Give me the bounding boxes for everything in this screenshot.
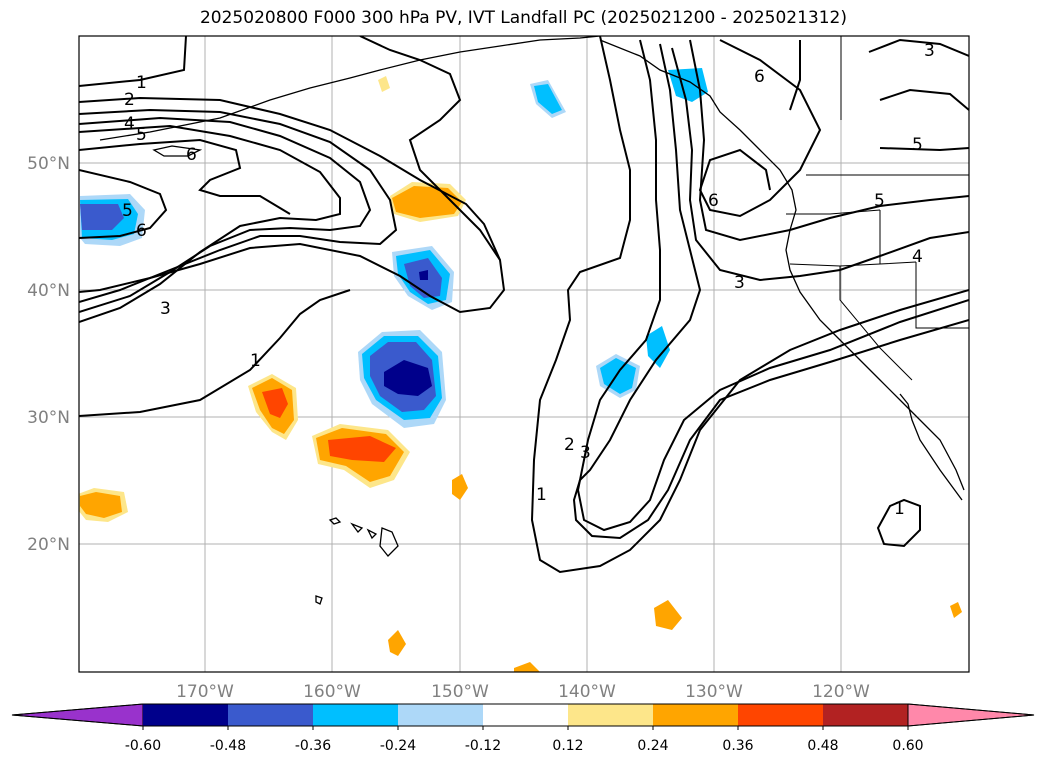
ivt-contours — [79, 36, 969, 574]
contour-label: 3 — [160, 299, 171, 319]
pv-positive-region — [654, 600, 682, 630]
contour-label: 4 — [124, 114, 135, 134]
contour-label: 5 — [912, 135, 923, 155]
contour-label: 5 — [122, 201, 133, 221]
colorbar-segment — [738, 704, 823, 726]
contour-label: 1 — [536, 485, 547, 505]
contour-label: 6 — [136, 221, 147, 241]
pv-positive-region — [950, 602, 962, 618]
contour-label: 6 — [754, 67, 765, 87]
colorbar-segment — [228, 704, 313, 726]
contour-label: 4 — [912, 247, 923, 267]
contour-label-group: 1 2 4 5 6 5 6 3 1 6 6 5 3 4 3 5 2 3 1 1 — [122, 41, 935, 519]
colorbar-extend-min — [11, 703, 144, 727]
colorbar-tick-label: 0.12 — [552, 738, 583, 754]
colorbar-segment — [483, 704, 568, 726]
map-gridlines — [79, 36, 969, 672]
colorbar-segment — [823, 704, 908, 726]
pv-positive-region — [80, 492, 122, 518]
pv-positive-region — [388, 630, 406, 656]
political-borders — [786, 36, 969, 381]
pv-negative-region — [419, 270, 428, 280]
lon-label: 170°W — [176, 682, 234, 702]
pv-negative-region — [668, 68, 708, 102]
contour-label: 5 — [874, 191, 885, 211]
pv-shading — [79, 68, 962, 672]
pv-positive-region — [452, 474, 468, 500]
colorbar-tick-label: -0.36 — [295, 738, 331, 754]
colorbar-tick-label: -0.48 — [210, 738, 246, 754]
colorbar-tick-label: -0.12 — [465, 738, 501, 754]
lat-label: 40°N — [27, 281, 70, 301]
lat-label: 20°N — [27, 535, 70, 555]
lat-label: 30°N — [27, 408, 70, 428]
contour-label: 6 — [186, 145, 197, 165]
colorbar-segment — [653, 704, 738, 726]
lat-labels: 50°N 40°N 30°N 20°N — [27, 154, 70, 555]
pv-positive-region — [514, 662, 540, 672]
pv-negative-region — [534, 84, 562, 114]
map-frame — [78, 35, 970, 673]
colorbar-tick-label: -0.24 — [380, 738, 416, 754]
lat-label: 50°N — [27, 154, 70, 174]
colorbar-tick-label: -0.60 — [125, 738, 161, 754]
pv-negative-region — [384, 360, 432, 396]
map-title: 2025020800 F000 300 hPa PV, IVT Landfall… — [199, 8, 847, 28]
contour-label: 3 — [734, 273, 745, 293]
contour-label: 1 — [136, 73, 147, 93]
pv-negative-region — [646, 326, 670, 368]
colorbar-tick-label: 0.36 — [722, 738, 753, 754]
contour-label: 2 — [124, 90, 135, 110]
contour-label: 3 — [924, 41, 935, 61]
colorbar-segment — [143, 704, 228, 726]
pv-positive-region — [328, 436, 396, 462]
colorbar-segment — [568, 704, 653, 726]
colorbar-tick-label: 0.48 — [807, 738, 838, 754]
contour-label: 3 — [580, 443, 591, 463]
contour-label: 5 — [136, 125, 147, 145]
coastlines — [99, 36, 965, 605]
colorbar-tick-label: 0.60 — [892, 738, 923, 754]
colorbar-segment — [313, 704, 398, 726]
contour-label: 6 — [708, 191, 719, 211]
contour-label: 2 — [564, 435, 575, 455]
colorbar-tick-label: 0.24 — [637, 738, 668, 754]
colorbar-segment — [398, 704, 483, 726]
lon-label: 160°W — [303, 682, 361, 702]
lon-label: 150°W — [431, 682, 489, 702]
pv-positive-region — [378, 76, 390, 92]
colorbar-extend-max — [907, 703, 1035, 727]
contour-label: 1 — [250, 351, 261, 371]
lon-label: 130°W — [685, 682, 743, 702]
contour-label: 1 — [894, 499, 905, 519]
pv-positive-region — [262, 388, 288, 418]
colorbar: -0.60 -0.48 -0.36 -0.24 -0.12 0.12 0.24 0.36 0.4… — [11, 703, 1035, 754]
lon-labels: 170°W 160°W 150°W 140°W 130°W 120°W — [176, 682, 870, 702]
lon-label: 140°W — [558, 682, 616, 702]
lon-label: 120°W — [812, 682, 870, 702]
pv-negative-region — [80, 204, 124, 230]
